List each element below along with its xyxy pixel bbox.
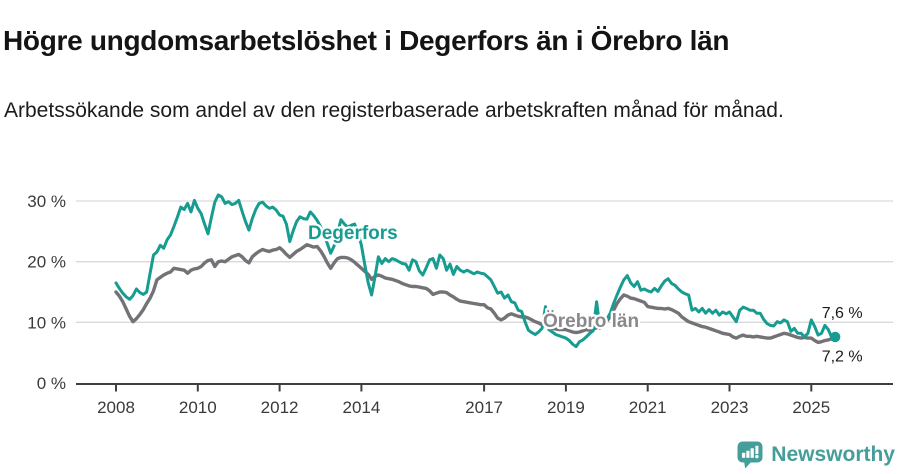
page-title: Högre ungdomsarbetslöshet i Degerfors än… <box>3 24 730 56</box>
x-axis-label-2010: 2010 <box>179 398 217 417</box>
newsworthy-logo-icon <box>737 441 763 469</box>
series-label-örebro-län: Örebro län <box>543 311 639 332</box>
brand-name: Newsworthy <box>771 443 895 466</box>
x-axis-label-2014: 2014 <box>342 398 380 417</box>
logo-bar-small <box>742 452 746 458</box>
logo-exclamation-dot <box>755 454 759 459</box>
y-axis-label-0: 0 % <box>37 374 66 393</box>
series-end-dot-degerfors <box>829 331 841 343</box>
x-axis-label-2019: 2019 <box>547 398 585 417</box>
x-axis-label-2017: 2017 <box>465 398 503 417</box>
y-axis-label-10: 10 % <box>27 313 66 332</box>
y-axis-label-30: 30 % <box>27 192 66 211</box>
end-value-label-degerfors: 7,6 % <box>822 305 863 322</box>
newsworthy-logo[interactable]: Newsworthy <box>737 441 895 469</box>
logo-exclamation-bar <box>755 445 759 454</box>
end-value-label-örebro-län: 7,2 % <box>822 348 863 365</box>
series-label-degerfors: Degerfors <box>308 223 398 244</box>
x-axis-label-2021: 2021 <box>629 398 667 417</box>
y-axis-label-20: 20 % <box>27 253 66 272</box>
series-line-degerfors <box>114 193 837 349</box>
chart-subtitle: Arbetssökande som andel av den registerb… <box>4 99 784 122</box>
logo-bar-large <box>750 448 755 458</box>
x-axis-label-2023: 2023 <box>711 398 749 417</box>
x-axis-label-2012: 2012 <box>261 398 299 417</box>
logo-bar-medium <box>746 450 750 458</box>
series-line-örebro-län <box>114 243 837 345</box>
x-axis-label-2025: 2025 <box>792 398 830 417</box>
x-axis-label-2008: 2008 <box>97 398 135 417</box>
